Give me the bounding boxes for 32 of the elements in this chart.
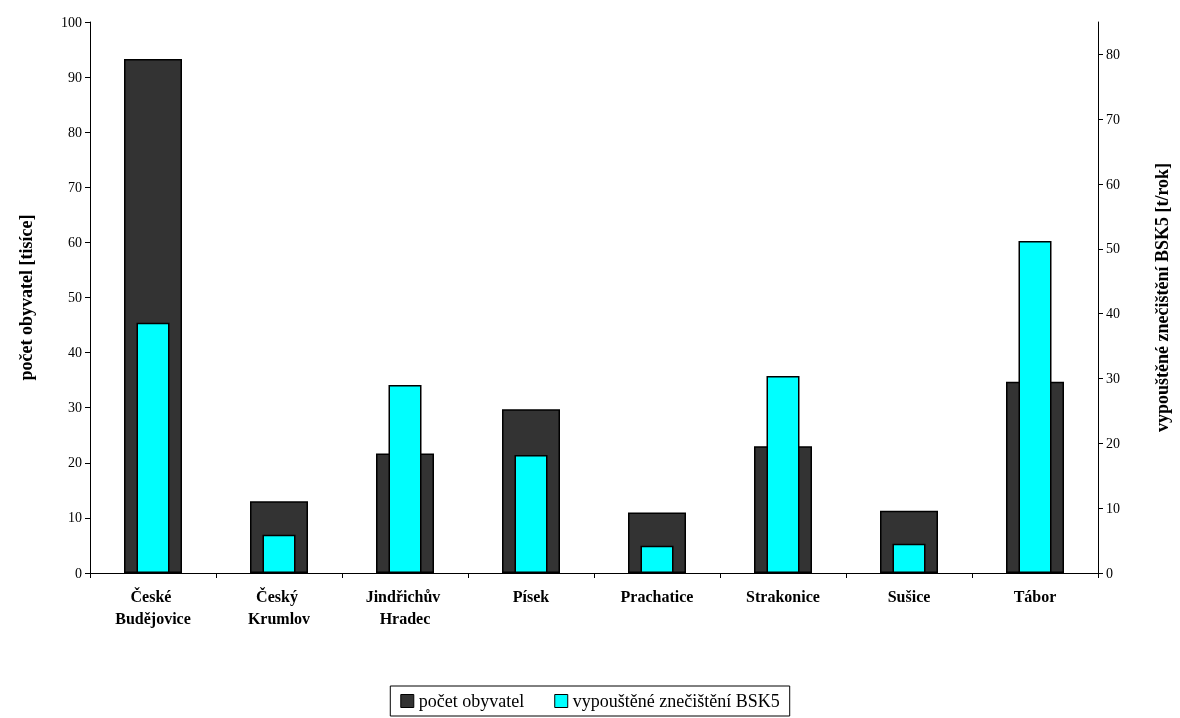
- y-tick-label: 80: [68, 124, 82, 140]
- legend-label: vypouštěné znečištění BSK5: [572, 691, 780, 711]
- y-tick-label: 30: [68, 400, 82, 416]
- y2-tick-label: 70: [1106, 111, 1120, 127]
- y2-tick-label: 0: [1106, 565, 1113, 581]
- y2-tick-label: 40: [1106, 306, 1120, 322]
- x-tick-label: Jindřichův Hradec: [365, 587, 445, 627]
- y2-tick-label: 10: [1106, 500, 1120, 516]
- x-tick-label: České Budějovice: [115, 586, 191, 628]
- y-axis-title: počet obyvatel [tisíce]: [16, 214, 36, 381]
- x-tick-label: Prachatice: [620, 587, 694, 605]
- y2-tick-label: 30: [1106, 371, 1120, 387]
- y2-tick-label: 60: [1106, 176, 1120, 192]
- y-tick-label: 100: [61, 14, 82, 30]
- y2-axis-title: vypouštěné znečištění BSK5 [t/rok]: [1152, 162, 1172, 433]
- legend-label: počet obyvatel: [418, 691, 525, 711]
- x-tick-label: Tábor: [1013, 587, 1057, 605]
- x-tick-label: Český Krumlov: [247, 586, 311, 627]
- y2-tick-label: 50: [1106, 241, 1120, 257]
- y-tick-label: 90: [68, 69, 82, 85]
- y-tick-label: 60: [68, 234, 82, 250]
- y-tick-label: 50: [68, 290, 82, 305]
- y-tick-label: 70: [68, 179, 82, 195]
- y-tick-label: 40: [68, 345, 82, 361]
- y-tick-label: 20: [68, 455, 82, 471]
- y2-tick-label: 80: [1106, 46, 1120, 62]
- x-tick-label: Strakonice: [746, 587, 820, 605]
- x-tick-label: Písek: [512, 587, 550, 605]
- x-tick-label: Sušice: [887, 587, 931, 605]
- y-tick-label: 0: [75, 565, 82, 581]
- y-tick-label: 10: [68, 510, 82, 526]
- y2-tick-label: 20: [1106, 435, 1120, 451]
